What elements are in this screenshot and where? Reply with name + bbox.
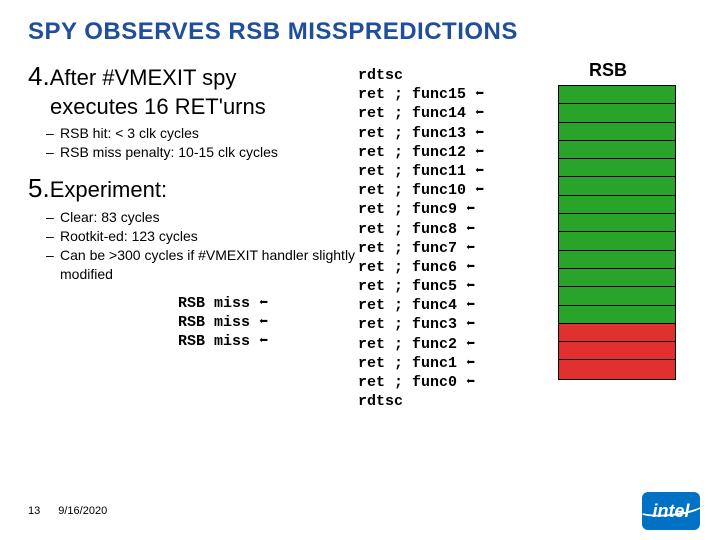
- rsb-cell-green: [559, 177, 675, 195]
- item4-sublist: RSB hit: < 3 clk cycles RSB miss penalty…: [46, 124, 358, 162]
- asm-line: ret ; func12 ⬅: [358, 143, 518, 162]
- slide-title: SPY OBSERVES RSB MISSPREDICTIONS: [28, 18, 692, 46]
- item4-lead1: After #VMEXIT spy: [50, 65, 237, 90]
- asm-line: ret ; func9 ⬅: [358, 200, 518, 219]
- rsb-cell-red: [559, 324, 675, 342]
- list-item-4: 4.After #VMEXIT spy executes 16 RET'urns…: [28, 60, 358, 162]
- list-item: Clear: 83 cycles: [46, 208, 358, 227]
- asm-line: ret ; func6 ⬅: [358, 258, 518, 277]
- asm-line: ret ; func3 ⬅: [358, 315, 518, 334]
- asm-line: ret ; func13 ⬅: [358, 124, 518, 143]
- footer-date: 9/16/2020: [58, 505, 107, 517]
- asm-line: ret ; func10 ⬅: [358, 181, 518, 200]
- asm-line: rdtsc: [358, 392, 518, 411]
- list-item: Can be >300 cycles if #VMEXIT handler sl…: [46, 246, 358, 284]
- asm-line: ret ; func14 ⬅: [358, 104, 518, 123]
- asm-line: ret ; func5 ⬅: [358, 277, 518, 296]
- asm-line: ret ; func7 ⬅: [358, 239, 518, 258]
- rsb-cell-red: [559, 360, 675, 378]
- intel-logo: intel: [642, 492, 700, 530]
- item5-number: 5.: [28, 173, 50, 203]
- content-row: 4.After #VMEXIT spy executes 16 RET'urns…: [28, 60, 692, 411]
- list-item: RSB hit: < 3 clk cycles: [46, 124, 358, 143]
- rsb-cell-green: [559, 214, 675, 232]
- page-number: 13: [28, 505, 40, 517]
- logo-swoosh-icon: [636, 494, 706, 519]
- asm-ret-list: ret ; func15 ⬅ret ; func14 ⬅ret ; func13…: [358, 85, 518, 392]
- slide: SPY OBSERVES RSB MISSPREDICTIONS 4.After…: [0, 0, 720, 540]
- asm-line: ret ; func2 ⬅: [358, 335, 518, 354]
- rsb-cell-green: [559, 251, 675, 269]
- rsb-miss-block: RSB miss ⬅ RSB miss ⬅ RSB miss ⬅: [178, 294, 358, 352]
- slide-footer: 13 9/16/2020 intel: [28, 492, 700, 530]
- item5-sublist: Clear: 83 cycles Rootkit-ed: 123 cycles …: [46, 208, 358, 284]
- miss-line: RSB miss ⬅: [178, 313, 358, 332]
- rsb-label: RSB: [518, 60, 698, 81]
- item4-lead2: executes 16 RET'urns: [28, 93, 358, 121]
- rsb-cell-green: [559, 123, 675, 141]
- asm-line: ret ; func11 ⬅: [358, 162, 518, 181]
- rsb-cell-green: [559, 306, 675, 324]
- rsb-stack: [558, 85, 676, 380]
- rsb-cell-green: [559, 269, 675, 287]
- asm-line: rdtsc: [358, 66, 518, 85]
- list-item: Rootkit-ed: 123 cycles: [46, 227, 358, 246]
- left-column: 4.After #VMEXIT spy executes 16 RET'urns…: [28, 60, 358, 411]
- asm-line: ret ; func1 ⬅: [358, 354, 518, 373]
- rsb-column: RSB: [518, 60, 698, 411]
- rsb-cell-green: [559, 196, 675, 214]
- asm-line: ret ; func15 ⬅: [358, 85, 518, 104]
- rsb-cell-green: [559, 104, 675, 122]
- rsb-cell-green: [559, 287, 675, 305]
- miss-line: RSB miss ⬅: [178, 332, 358, 351]
- rsb-cell-green: [559, 141, 675, 159]
- miss-line: RSB miss ⬅: [178, 294, 358, 313]
- asm-column: rdtsc ret ; func15 ⬅ret ; func14 ⬅ret ; …: [358, 60, 518, 411]
- asm-line: ret ; func4 ⬅: [358, 296, 518, 315]
- list-item: RSB miss penalty: 10-15 clk cycles: [46, 143, 358, 162]
- asm-line: ret ; func8 ⬅: [358, 220, 518, 239]
- rsb-cell-green: [559, 159, 675, 177]
- list-item-5: 5.Experiment: Clear: 83 cycles Rootkit-e…: [28, 172, 358, 284]
- item5-lead: Experiment:: [50, 177, 167, 202]
- item4-number: 4.: [28, 61, 50, 91]
- rsb-cell-green: [559, 232, 675, 250]
- footer-left: 13 9/16/2020: [28, 505, 107, 517]
- rsb-cell-green: [559, 86, 675, 104]
- asm-line: ret ; func0 ⬅: [358, 373, 518, 392]
- rsb-cell-red: [559, 342, 675, 360]
